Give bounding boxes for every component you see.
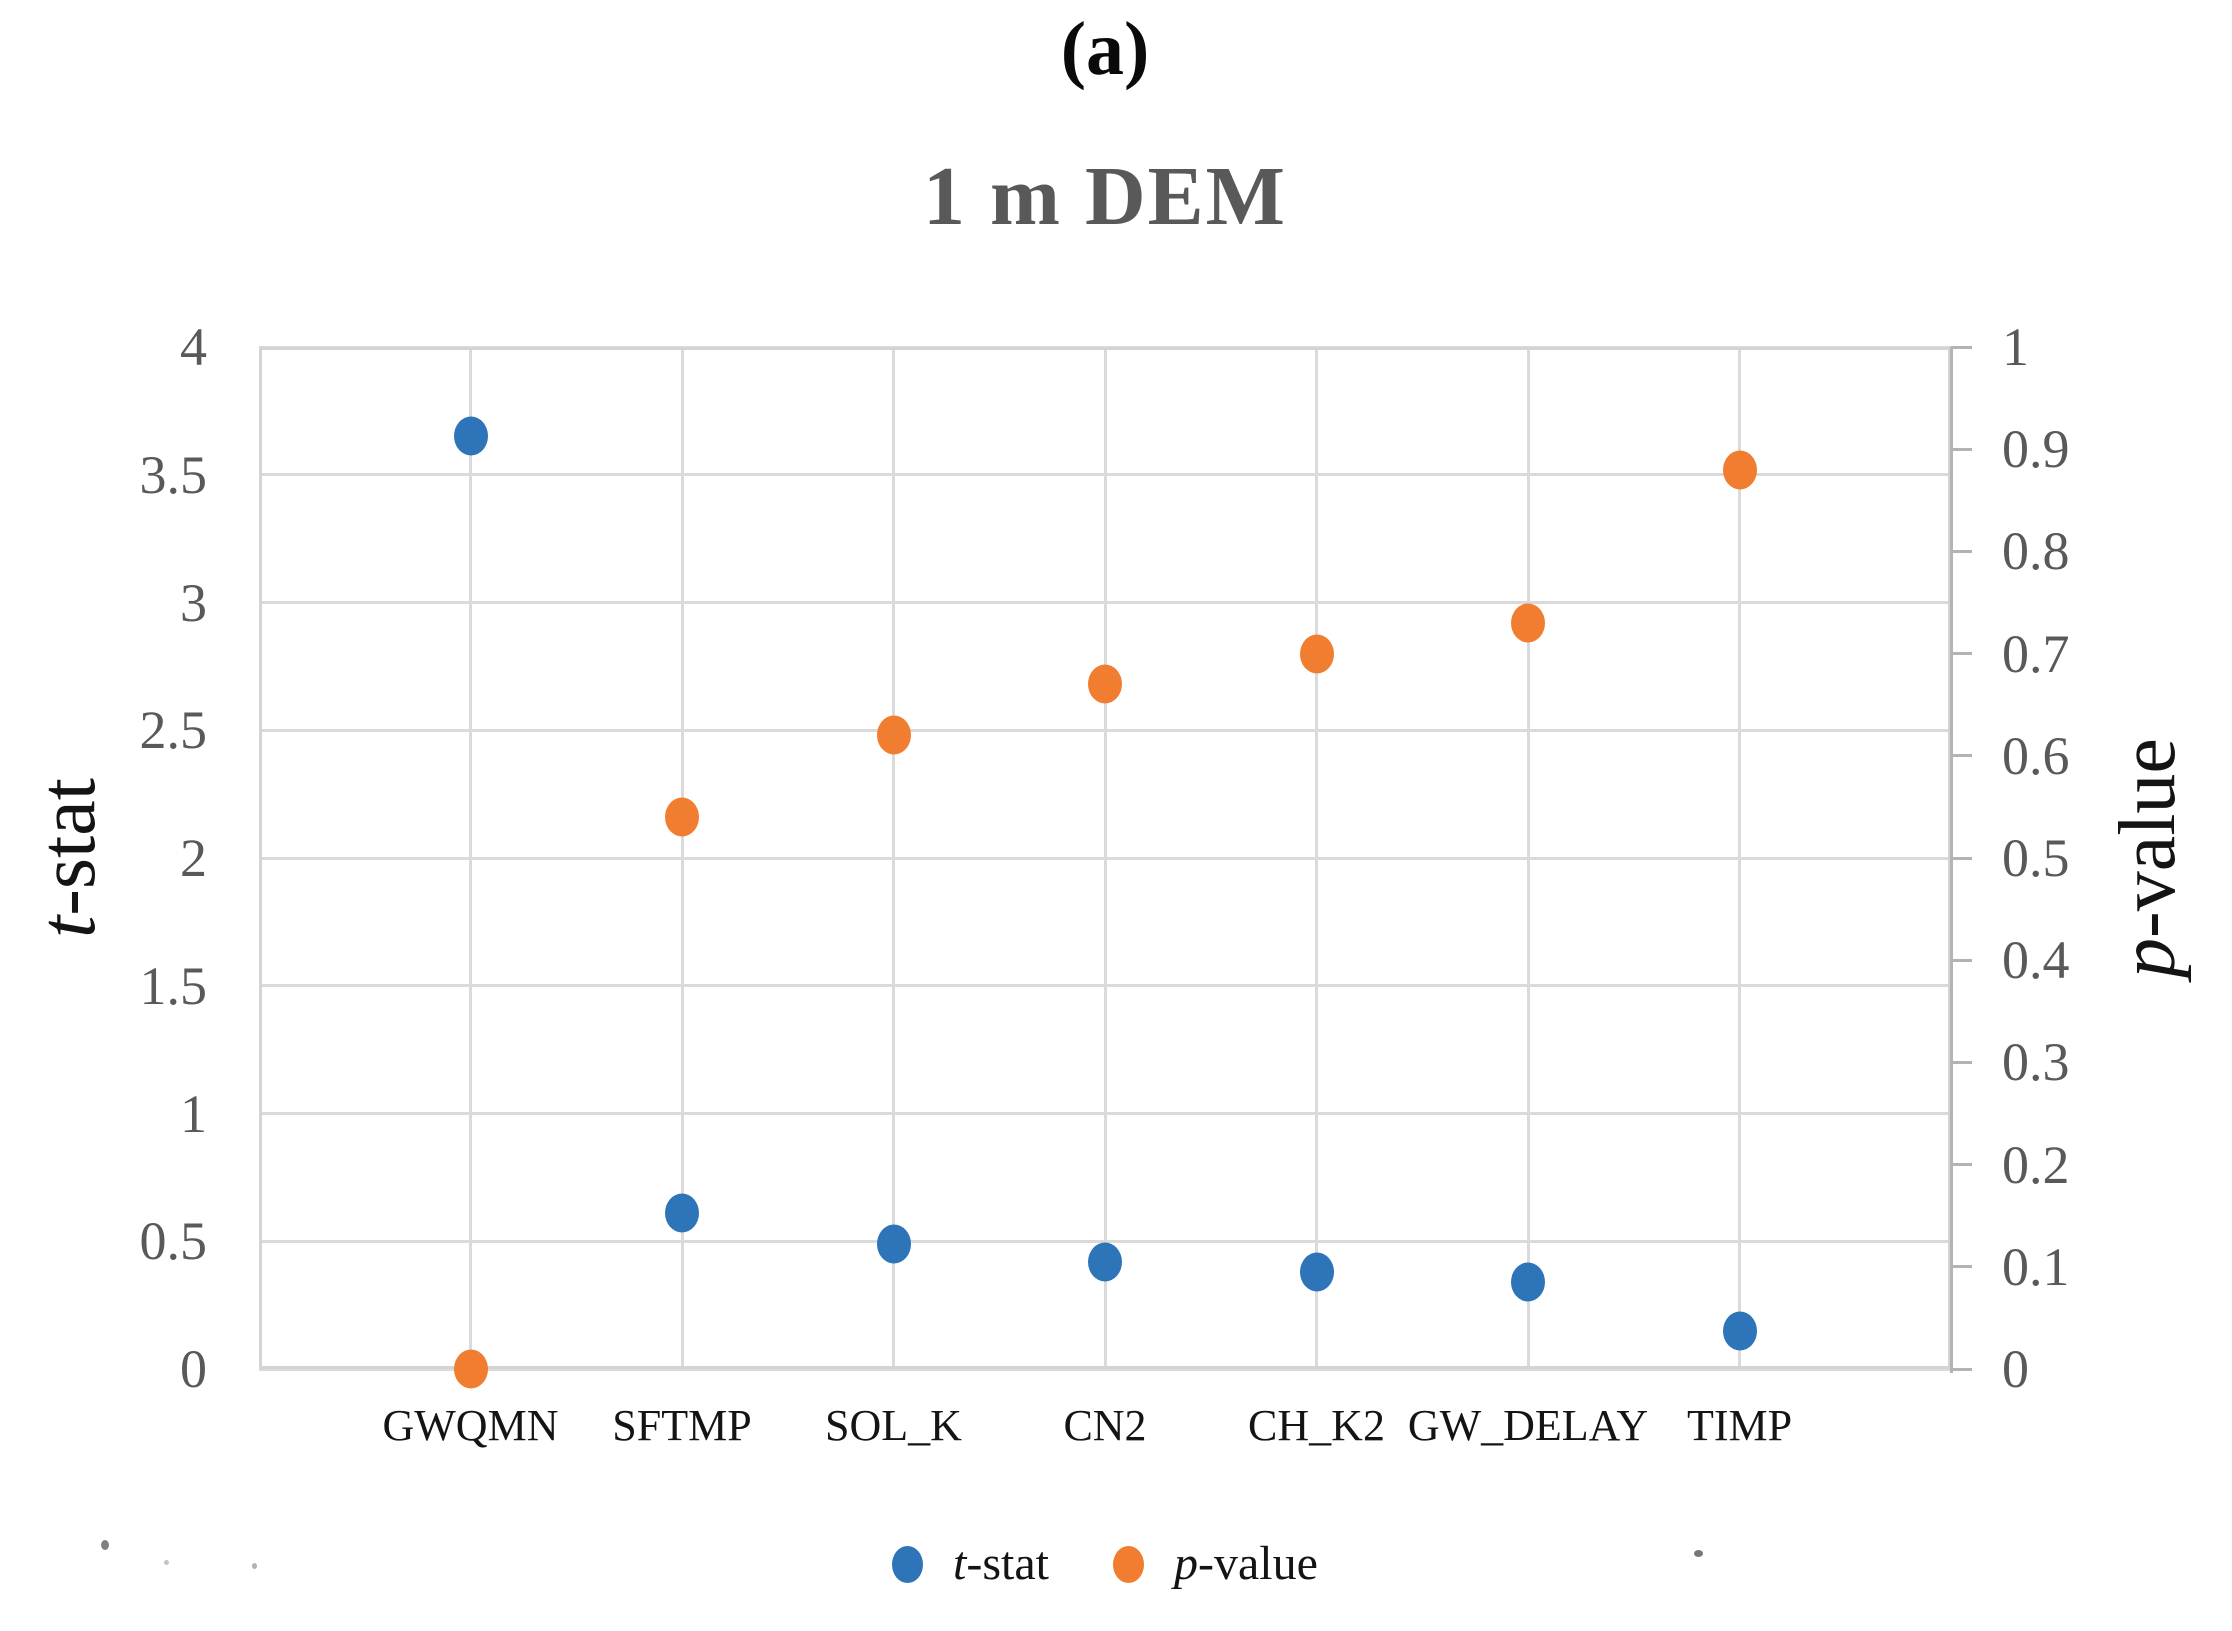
gridline-vertical bbox=[469, 347, 472, 1369]
right-axis-tick bbox=[1951, 447, 1972, 451]
data-point-t-stat-SOL_K bbox=[876, 1224, 911, 1264]
legend-marker-icon bbox=[1113, 1545, 1145, 1583]
category-label-gwqmn: GWQMN bbox=[382, 1401, 559, 1450]
legend-item-pvalue: p-value bbox=[1113, 1540, 1318, 1588]
right-axis-tick-label: 0.8 bbox=[2002, 521, 2070, 582]
right-axis-tick-label: 0 bbox=[2002, 1339, 2029, 1399]
artifact-speck bbox=[164, 1560, 169, 1565]
gridline-horizontal bbox=[259, 1367, 1951, 1371]
right-axis-tick bbox=[1951, 1163, 1972, 1167]
right-axis-tick bbox=[1951, 549, 1972, 553]
gridline-vertical bbox=[1315, 347, 1318, 1369]
legend: t-stat p-value bbox=[259, 1540, 1951, 1588]
right-axis-tick bbox=[1951, 958, 1972, 962]
data-point-p-value-CN2 bbox=[1088, 664, 1122, 704]
category-label-cn2: CN2 bbox=[1063, 1401, 1147, 1450]
legend-item-tstat: t-stat bbox=[892, 1540, 1049, 1588]
left-axis-tick-label: 1.5 bbox=[139, 955, 208, 1016]
right-axis-tick-label: 1 bbox=[2002, 317, 2029, 377]
artifact-speck bbox=[252, 1563, 257, 1569]
right-axis-tick-label: 0.3 bbox=[2002, 1032, 2070, 1093]
data-point-t-stat-CN2 bbox=[1088, 1242, 1122, 1282]
right-axis-line bbox=[1949, 347, 1953, 1373]
panel-label: (a) bbox=[1060, 7, 1150, 91]
data-point-t-stat-GWQMN bbox=[453, 416, 488, 456]
data-point-p-value-TIMP bbox=[1722, 450, 1757, 490]
right-axis-tick bbox=[1951, 856, 1972, 860]
right-axis-tick-label: 0.6 bbox=[2002, 725, 2070, 786]
data-point-p-value-SFTMP bbox=[665, 797, 699, 837]
chart-title: 1 m DEM bbox=[923, 150, 1287, 243]
right-axis-tick-label: 0.9 bbox=[2002, 419, 2070, 480]
gridline-vertical bbox=[1738, 347, 1741, 1369]
category-label-ch_k2: CH_K2 bbox=[1248, 1401, 1385, 1450]
left-axis-tick-label: 4 bbox=[180, 317, 207, 377]
data-point-t-stat-GW_DELAY bbox=[1511, 1262, 1545, 1302]
left-axis-tick-label: 0 bbox=[180, 1339, 207, 1399]
right-axis-tick-label: 0.4 bbox=[2002, 930, 2070, 991]
left-axis-tick-label: 3.5 bbox=[139, 444, 208, 505]
data-point-t-stat-SFTMP bbox=[665, 1193, 699, 1233]
category-label-gw_delay: GW_DELAY bbox=[1407, 1401, 1649, 1450]
right-axis-title-rest: -value bbox=[2104, 738, 2192, 938]
legend-marker-icon bbox=[892, 1545, 924, 1583]
data-point-p-value-GWQMN bbox=[453, 1349, 488, 1389]
right-axis-tick bbox=[1951, 345, 1972, 349]
left-axis-tick-label: 2.5 bbox=[139, 700, 208, 761]
right-axis-tick-label: 0.2 bbox=[2002, 1134, 2070, 1195]
category-label-sftmp: SFTMP bbox=[612, 1401, 752, 1450]
left-axis-title: t-stat bbox=[24, 778, 112, 938]
right-axis-tick-label: 0.7 bbox=[2002, 623, 2070, 684]
right-axis-title: p-value bbox=[2104, 738, 2192, 978]
legend-label: t-stat bbox=[953, 1537, 1050, 1590]
data-point-p-value-CH_K2 bbox=[1299, 634, 1334, 674]
right-axis-tick-label: 0.1 bbox=[2002, 1236, 2070, 1297]
right-axis-title-em: p bbox=[2104, 937, 2192, 978]
data-point-t-stat-CH_K2 bbox=[1299, 1252, 1334, 1292]
category-label-sol_k: SOL_K bbox=[825, 1401, 962, 1450]
left-axis-tick-label: 1 bbox=[180, 1083, 207, 1144]
legend-label: p-value bbox=[1174, 1537, 1318, 1590]
left-axis-title-em: t bbox=[24, 915, 112, 938]
artifact-speck bbox=[101, 1540, 109, 1550]
gridline-vertical bbox=[680, 347, 684, 1369]
gridline-vertical bbox=[892, 347, 895, 1369]
gridline-vertical bbox=[1103, 347, 1107, 1369]
left-axis-title-rest: -stat bbox=[24, 778, 112, 916]
right-axis-tick bbox=[1951, 652, 1972, 656]
right-axis-tick bbox=[1951, 1367, 1972, 1371]
right-axis-tick bbox=[1951, 754, 1972, 758]
right-axis-tick-label: 0.5 bbox=[2002, 828, 2070, 888]
data-point-p-value-GW_DELAY bbox=[1511, 603, 1545, 643]
artifact-speck bbox=[1694, 1550, 1703, 1557]
plot-border bbox=[259, 347, 1951, 1369]
data-point-p-value-SOL_K bbox=[876, 715, 911, 755]
data-point-t-stat-TIMP bbox=[1722, 1311, 1757, 1351]
left-axis-tick-label: 2 bbox=[180, 828, 207, 888]
right-axis-tick bbox=[1951, 1265, 1972, 1269]
gridline-vertical bbox=[1526, 347, 1530, 1369]
category-label-timp: TIMP bbox=[1686, 1401, 1793, 1450]
left-axis-tick-label: 3 bbox=[180, 572, 207, 633]
right-axis-tick bbox=[1951, 1060, 1972, 1064]
left-axis-tick-label: 0.5 bbox=[139, 1211, 208, 1272]
